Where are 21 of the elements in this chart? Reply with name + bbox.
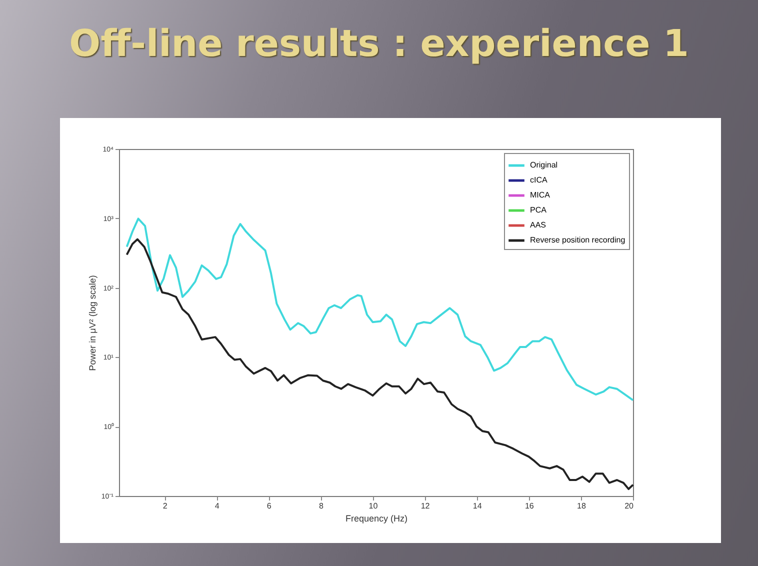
legend-label: MICA	[530, 190, 551, 200]
x-tick-label: 10	[368, 502, 378, 510]
x-tick-label: 14	[472, 502, 482, 510]
x-tick-label: 2	[162, 502, 168, 510]
legend-label: PCA	[530, 206, 548, 214]
x-tick-label: 16	[524, 502, 534, 510]
x-axis-title: Frequency (Hz)	[345, 514, 408, 524]
line-series	[126, 238, 634, 490]
legend-label: AAS	[530, 220, 546, 230]
legend-label: cICA	[530, 176, 548, 184]
line-series	[126, 218, 634, 402]
x-tick-label: 12	[420, 502, 430, 510]
x-tick-label: 6	[266, 502, 272, 510]
legend-label: Original	[530, 160, 558, 170]
legend-label: Reverse position recording	[530, 236, 626, 244]
x-tick-label: 20	[624, 502, 634, 510]
x-tick-label: 8	[318, 502, 324, 510]
x-tick-label: 4	[214, 502, 220, 510]
x-tick-label: 18	[576, 502, 586, 510]
chart-title: Off-line results : experience 1	[68, 22, 690, 65]
y-axis-title: Power in μV² (log scale)	[87, 275, 98, 371]
